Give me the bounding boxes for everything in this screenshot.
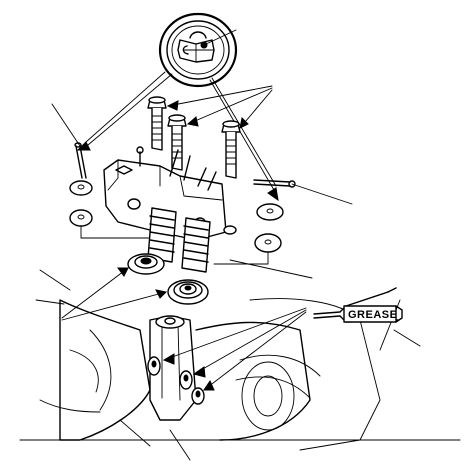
grease-tube-icon xyxy=(313,287,403,323)
detail-callout-circle xyxy=(158,12,238,88)
bolt-center xyxy=(167,114,187,171)
transmission-body xyxy=(19,269,461,461)
washer-left-assembly-line xyxy=(80,225,151,239)
callout-leader-lines xyxy=(76,71,279,202)
washer-left-lower xyxy=(69,209,93,227)
grease-label: GREASE xyxy=(348,309,397,321)
pivot-clips xyxy=(147,356,205,405)
bolt-leader-lines xyxy=(166,85,273,129)
grease-leader-lines xyxy=(162,307,307,391)
bolt-left xyxy=(147,96,167,151)
spring-right xyxy=(181,217,211,273)
spring-left xyxy=(147,207,177,263)
bolt-right xyxy=(221,120,241,179)
bushing-leader-lines xyxy=(61,267,168,321)
shift-cables xyxy=(169,149,217,191)
bushing-upper xyxy=(127,253,165,275)
cotter-pin-left xyxy=(51,103,87,179)
bushing-lower xyxy=(167,279,209,305)
washer-left-upper xyxy=(69,180,93,196)
washer-right-upper xyxy=(256,203,284,221)
washer-right-lower xyxy=(254,233,282,253)
cotter-pin-right xyxy=(253,179,353,205)
washer-right-assembly-line xyxy=(213,251,269,265)
